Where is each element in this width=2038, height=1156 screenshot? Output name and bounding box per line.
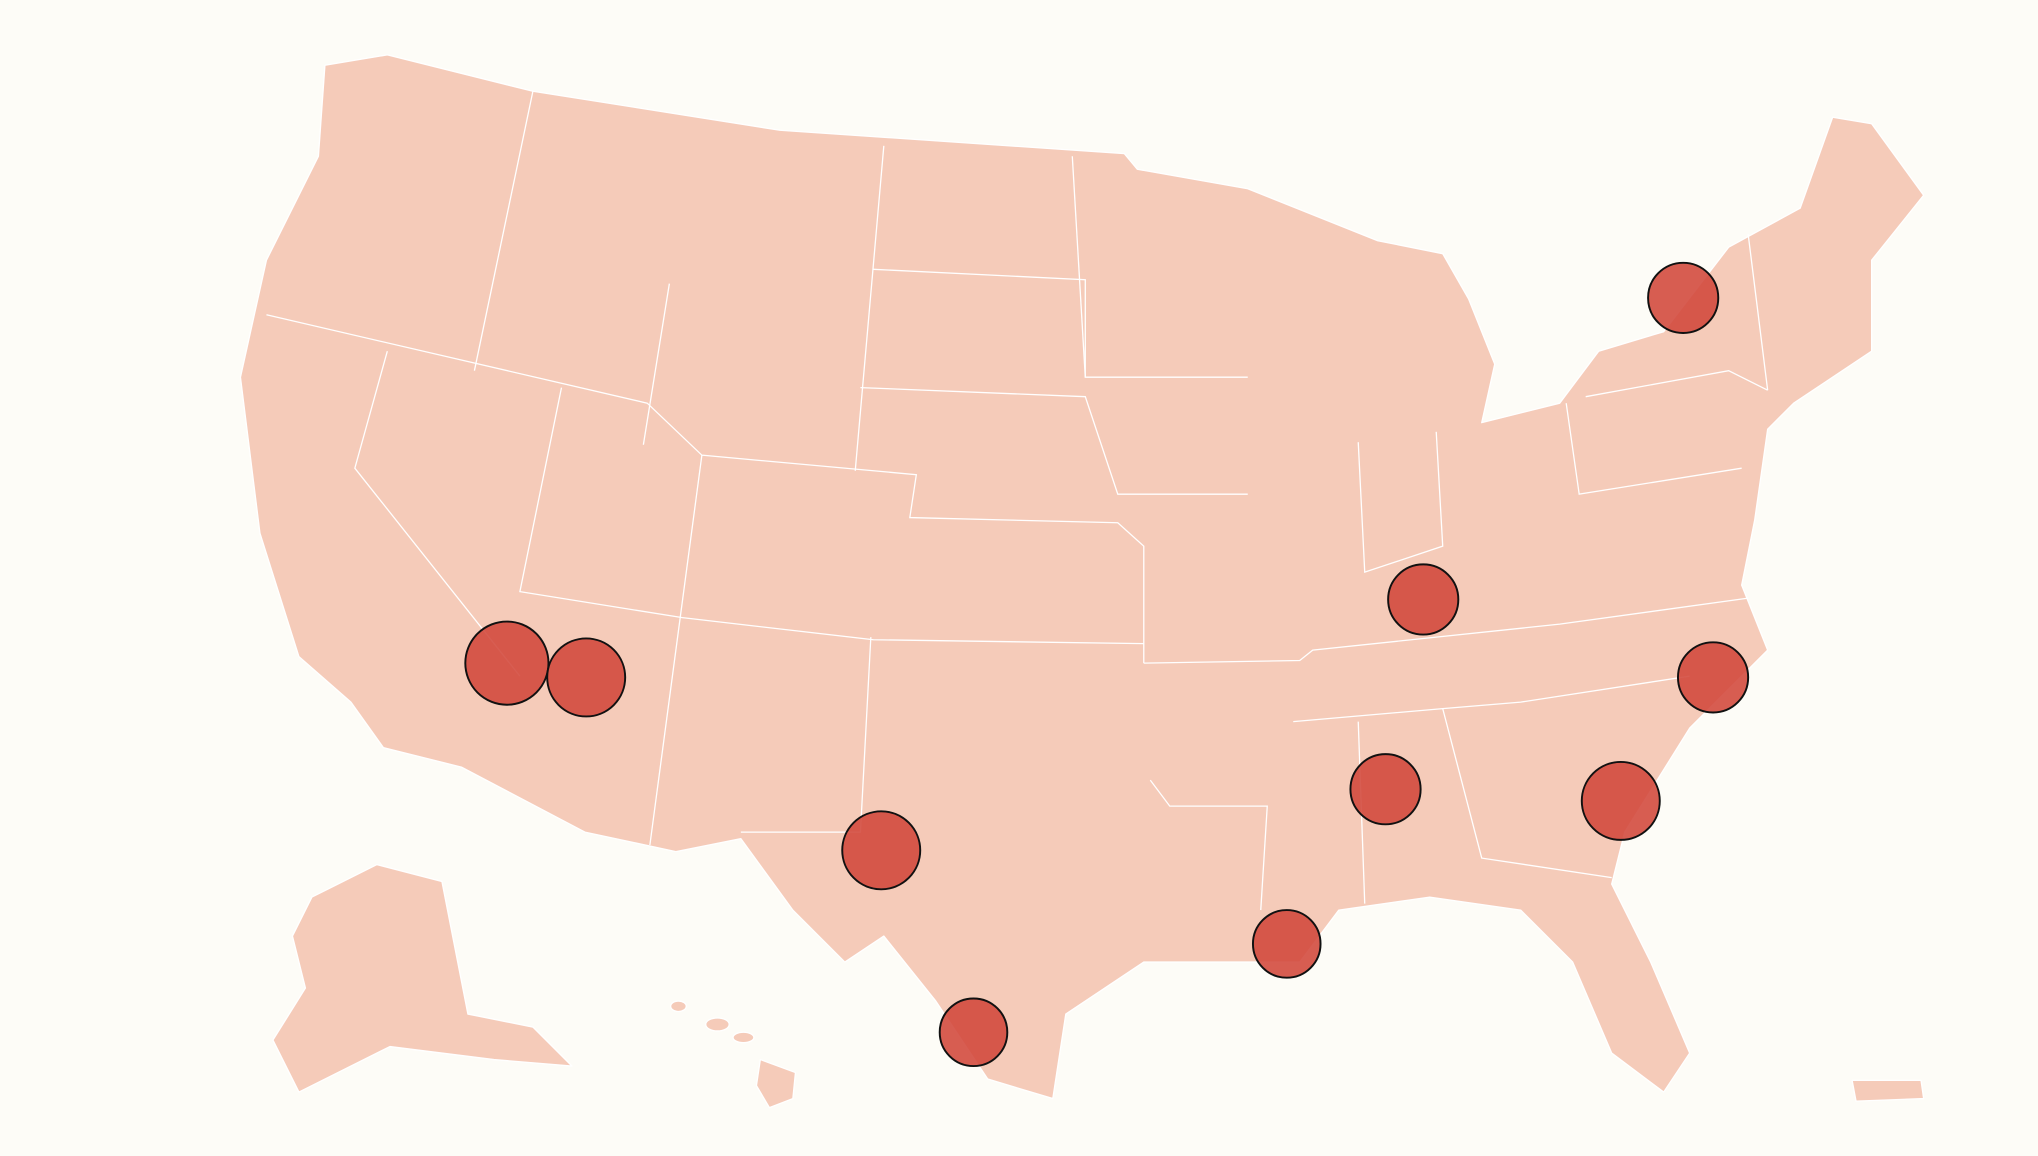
marker [1349,753,1422,826]
marker [1387,563,1460,636]
marker [1647,261,1720,334]
marker [464,620,550,706]
marker [1580,760,1661,841]
marker [938,997,1009,1068]
markers [464,261,1750,1068]
state-borders [266,91,1769,911]
marker [841,810,922,891]
marker [1251,909,1322,979]
alaska [272,863,573,1093]
marker [546,637,627,718]
puerto-rico [1851,1079,1925,1102]
contiguous-us [239,54,1925,1100]
marker [1676,641,1750,714]
hawaii [670,1000,797,1109]
